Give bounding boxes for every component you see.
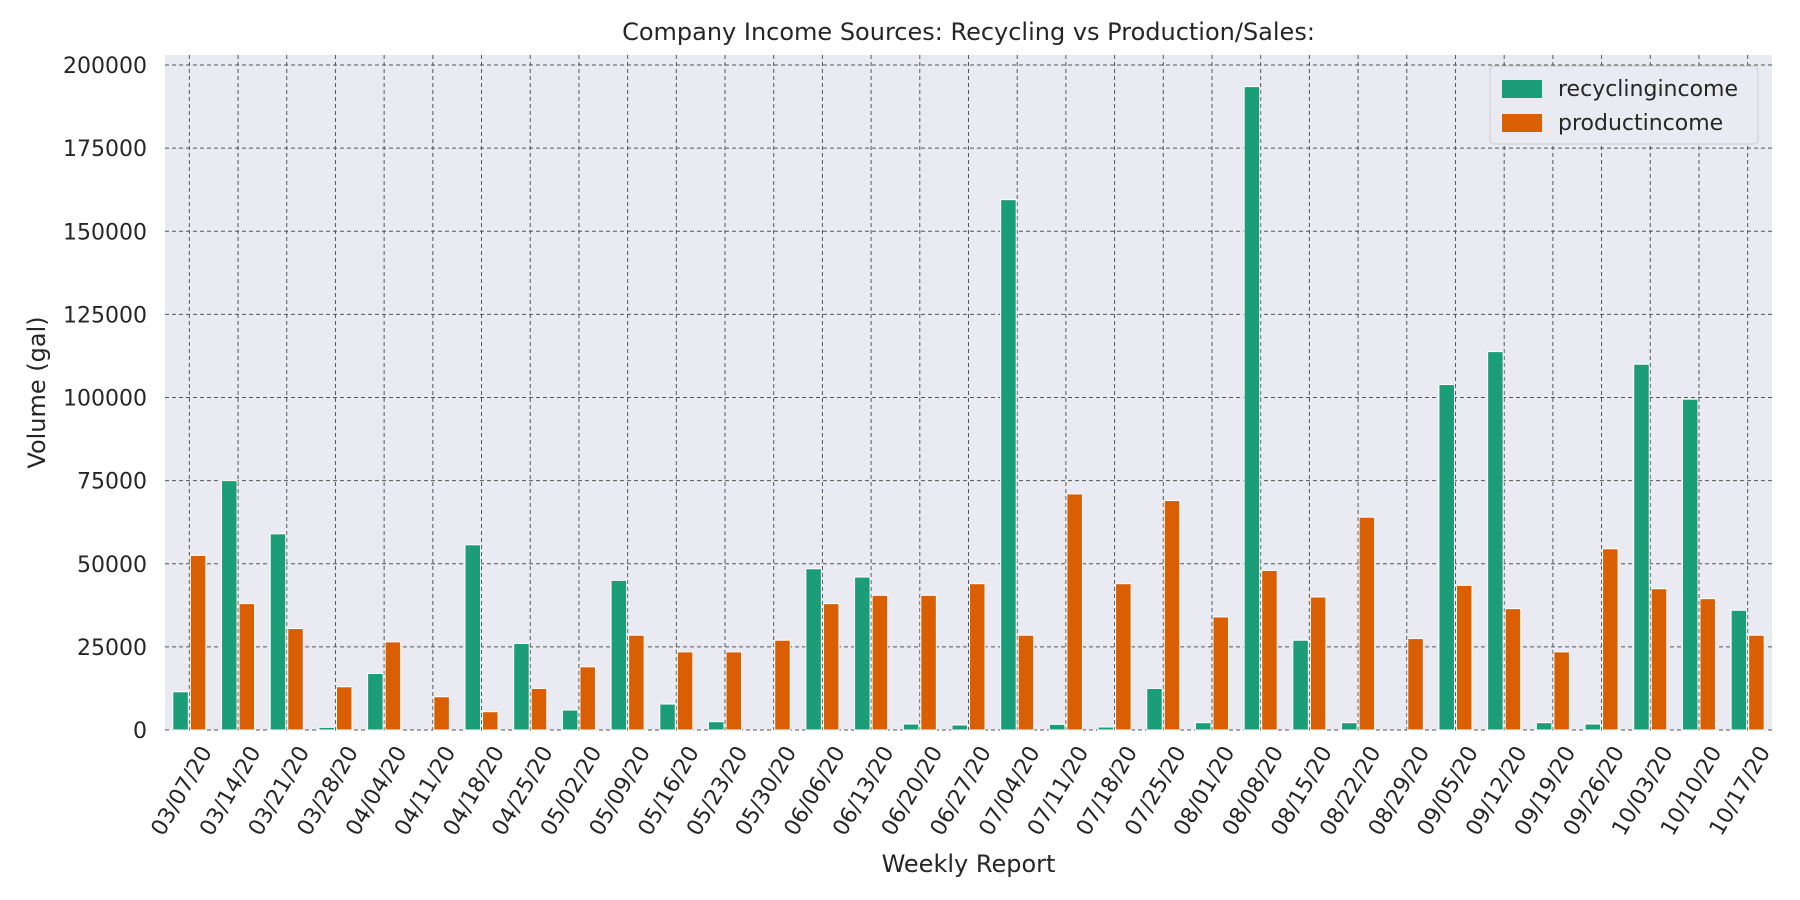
legend-swatch bbox=[1502, 114, 1542, 132]
bar-productincome bbox=[1553, 651, 1570, 731]
bar-recyclingincome bbox=[1487, 351, 1504, 731]
bar-productincome bbox=[628, 634, 645, 731]
bar-productincome bbox=[1212, 616, 1230, 731]
bar-recyclingincome bbox=[1730, 609, 1748, 731]
bar-recyclingincome bbox=[1584, 723, 1602, 731]
bar-productincome bbox=[482, 711, 499, 731]
legend-label: productincome bbox=[1558, 111, 1723, 136]
bar-recyclingincome bbox=[951, 724, 969, 731]
bar-productincome bbox=[1163, 500, 1181, 731]
x-tick-labels: 03/07/2003/14/2003/21/2003/28/2004/04/20… bbox=[147, 742, 1776, 840]
bar-recyclingincome bbox=[1292, 639, 1309, 731]
bar-recyclingincome bbox=[1194, 722, 1212, 731]
bar-productincome bbox=[384, 641, 402, 731]
bar-recyclingincome bbox=[1341, 722, 1358, 731]
bar-productincome bbox=[1358, 516, 1376, 731]
legend: recyclingincome productincome bbox=[1489, 65, 1759, 145]
legend-label: recyclingincome bbox=[1558, 77, 1738, 102]
bar-productincome bbox=[1504, 608, 1522, 731]
bar-recyclingincome bbox=[221, 480, 238, 731]
bar-productincome bbox=[238, 603, 256, 731]
bar-productincome bbox=[433, 696, 450, 731]
bar-productincome bbox=[676, 651, 694, 731]
bars bbox=[172, 86, 1765, 731]
bar-productincome bbox=[1261, 569, 1278, 731]
y-tick-labels: 0 25000 50000 75000 100000 125000 150000 175000… bbox=[63, 54, 147, 744]
bar-recyclingincome bbox=[1146, 687, 1163, 731]
bar-recyclingincome bbox=[1535, 722, 1553, 731]
bar-productincome bbox=[1017, 634, 1035, 731]
bar-productincome bbox=[579, 666, 596, 731]
bar-productincome bbox=[1407, 638, 1424, 731]
bar-recyclingincome bbox=[1097, 726, 1115, 731]
bar-productincome bbox=[1309, 596, 1327, 731]
bar-productincome bbox=[822, 603, 840, 731]
legend-swatch bbox=[1502, 80, 1542, 98]
bar-productincome bbox=[920, 594, 937, 731]
bar-recyclingincome bbox=[464, 544, 482, 731]
chart-title: Company Income Sources: Recycling vs Pro… bbox=[622, 18, 1315, 46]
bar-recyclingincome bbox=[610, 579, 628, 731]
bar-recyclingincome bbox=[561, 709, 579, 731]
bar-recyclingincome bbox=[659, 703, 676, 731]
bar-recyclingincome bbox=[172, 691, 189, 731]
y-tick-label: 50000 bbox=[77, 553, 147, 578]
bar-recyclingincome bbox=[1681, 398, 1699, 731]
bar-productincome bbox=[1699, 598, 1716, 731]
bar-productincome bbox=[1748, 634, 1765, 731]
y-tick-label: 175000 bbox=[63, 137, 147, 162]
bar-productincome bbox=[1650, 588, 1668, 731]
y-tick-label: 125000 bbox=[63, 303, 147, 328]
bar-recyclingincome bbox=[902, 723, 920, 731]
bar-productincome bbox=[1602, 548, 1619, 731]
bar-productincome bbox=[335, 686, 353, 731]
bar-productincome bbox=[1066, 493, 1083, 731]
bar-recyclingincome bbox=[367, 672, 384, 731]
y-tick-label: 25000 bbox=[77, 636, 147, 661]
y-axis-label: Volume (gal) bbox=[23, 316, 51, 468]
bar-recyclingincome bbox=[854, 576, 871, 731]
bar-productincome bbox=[1455, 584, 1473, 731]
legend-box bbox=[1489, 65, 1759, 145]
bar-productincome bbox=[530, 687, 548, 731]
y-tick-label: 75000 bbox=[77, 470, 147, 495]
bar-recyclingincome bbox=[1438, 384, 1455, 731]
grid-lines bbox=[165, 55, 1772, 731]
bar-productincome bbox=[725, 651, 743, 731]
bar-productincome bbox=[774, 639, 791, 731]
bar-productincome bbox=[871, 594, 889, 731]
y-tick-label: 150000 bbox=[63, 220, 147, 245]
bar-productincome bbox=[287, 628, 304, 731]
bar-productincome bbox=[189, 554, 207, 731]
bar-recyclingincome bbox=[1243, 86, 1261, 731]
bar-productincome bbox=[1115, 583, 1132, 731]
y-tick-label: 0 bbox=[133, 719, 147, 744]
bar-recyclingincome bbox=[805, 568, 822, 731]
y-tick-label: 100000 bbox=[63, 387, 147, 412]
bar-recyclingincome bbox=[318, 726, 335, 731]
bar-recyclingincome bbox=[707, 721, 725, 731]
y-tick-label: 200000 bbox=[63, 54, 147, 79]
x-axis-label: Weekly Report bbox=[882, 850, 1056, 878]
bar-productincome bbox=[969, 583, 986, 731]
bar-recyclingincome bbox=[1633, 363, 1650, 731]
bar-recyclingincome bbox=[513, 643, 530, 731]
bar-recyclingincome bbox=[269, 533, 287, 731]
bar-recyclingincome bbox=[1048, 723, 1066, 731]
bar-recyclingincome bbox=[1000, 199, 1017, 731]
